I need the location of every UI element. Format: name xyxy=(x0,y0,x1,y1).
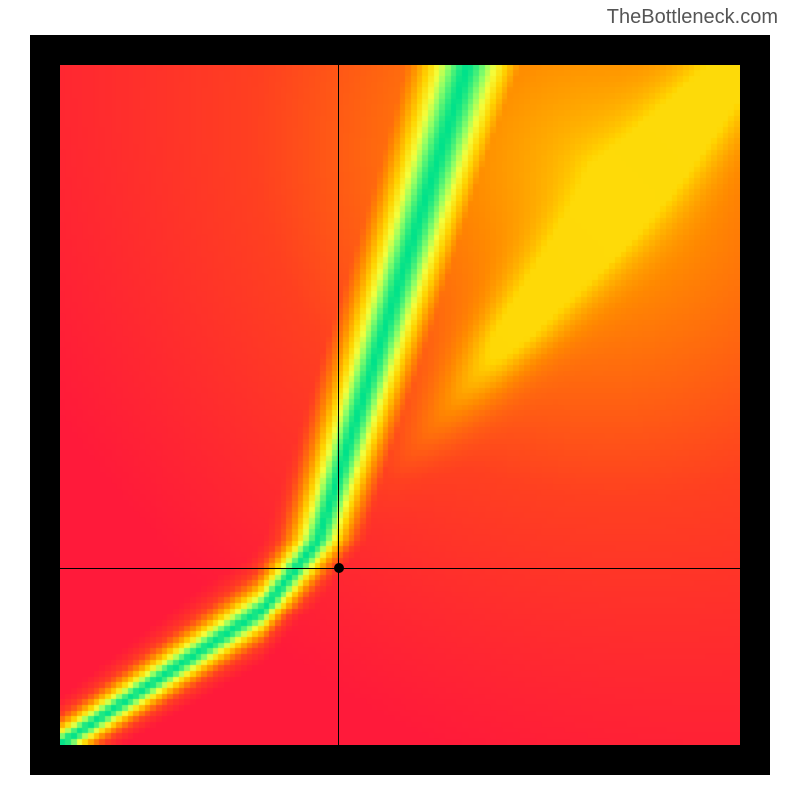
crosshair-horizontal xyxy=(60,568,740,569)
marker-dot xyxy=(334,563,344,573)
crosshair-vertical xyxy=(338,65,339,745)
chart-black-frame xyxy=(30,35,770,775)
figure-container: TheBottleneck.com xyxy=(0,0,800,800)
heatmap-canvas xyxy=(60,65,740,745)
watermark-text: TheBottleneck.com xyxy=(607,6,778,29)
